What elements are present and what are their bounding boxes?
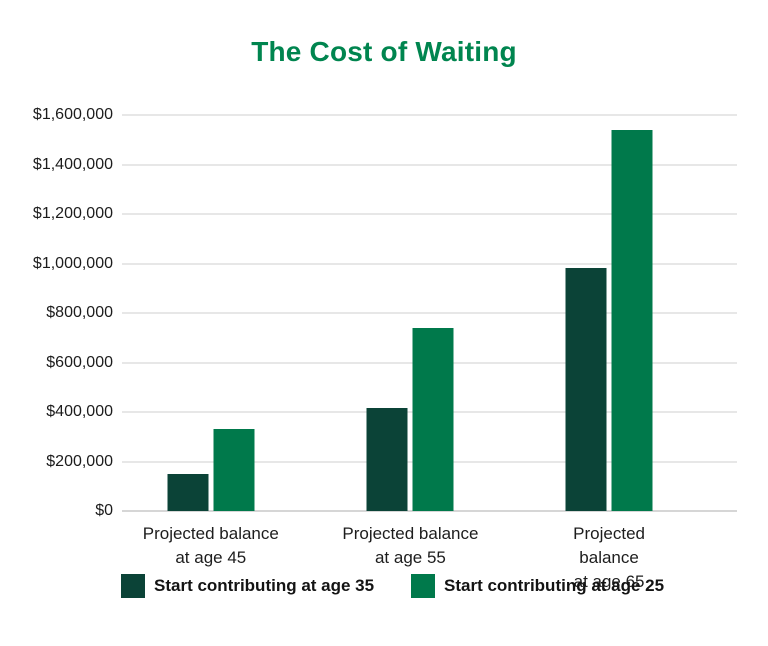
- bar-series1-group2: [366, 407, 408, 511]
- legend-swatch: [121, 574, 145, 598]
- legend-label: Start contributing at age 35: [154, 576, 375, 595]
- gridline: [122, 262, 737, 265]
- y-axis-tick-label: $200,000: [46, 452, 113, 470]
- y-axis-tick-label: $1,600,000: [32, 106, 113, 123]
- gridline: [122, 312, 737, 314]
- y-axis-tick-label: $1,200,000: [32, 205, 113, 222]
- y-axis-tick-label: $400,000: [46, 403, 113, 420]
- y-axis-tick-label: $800,000: [46, 304, 113, 321]
- bar-series1-group1: [167, 474, 209, 511]
- bar-series2-group3: [611, 129, 653, 511]
- x-axis-line: [122, 510, 737, 512]
- legend-swatch: [411, 574, 435, 598]
- legend-item-1: Start contributing at age 35: [121, 574, 374, 598]
- y-axis-tick-label: $600,000: [46, 353, 113, 371]
- x-axis-category-label: Projected balance at age 45: [142, 524, 279, 567]
- y-axis-tick-label: $1,000,000: [32, 254, 113, 272]
- gridline: [122, 213, 737, 215]
- bar-series2-group2: [412, 328, 454, 511]
- legend-label: Start contributing at age 25: [444, 576, 665, 595]
- x-axis-category-label: Projected balance at age 65: [573, 524, 645, 591]
- y-axis-tick-label: $0: [95, 502, 113, 519]
- legend: Start contributing at age 35 Start contri…: [0, 574, 768, 598]
- plot-area: $0 $200,000 $400,000 $600,000 $800,000 $1,000…: [33, 106, 737, 591]
- x-axis-category-label: Projected balance at age 55: [342, 524, 479, 567]
- bar-group-3: [565, 115, 653, 511]
- y-axis-tick-label: $1,400,000: [32, 155, 113, 173]
- chart-title: The Cost of Waiting: [251, 36, 517, 67]
- bar-series1-group3: [565, 268, 607, 511]
- legend-item-2: Start contributing at age 25: [411, 574, 664, 598]
- bar-group-2: [366, 115, 454, 511]
- gridline: [122, 114, 737, 116]
- bar-series2-group1: [213, 428, 255, 511]
- bar-group-1: [167, 115, 255, 511]
- gridline: [122, 163, 737, 166]
